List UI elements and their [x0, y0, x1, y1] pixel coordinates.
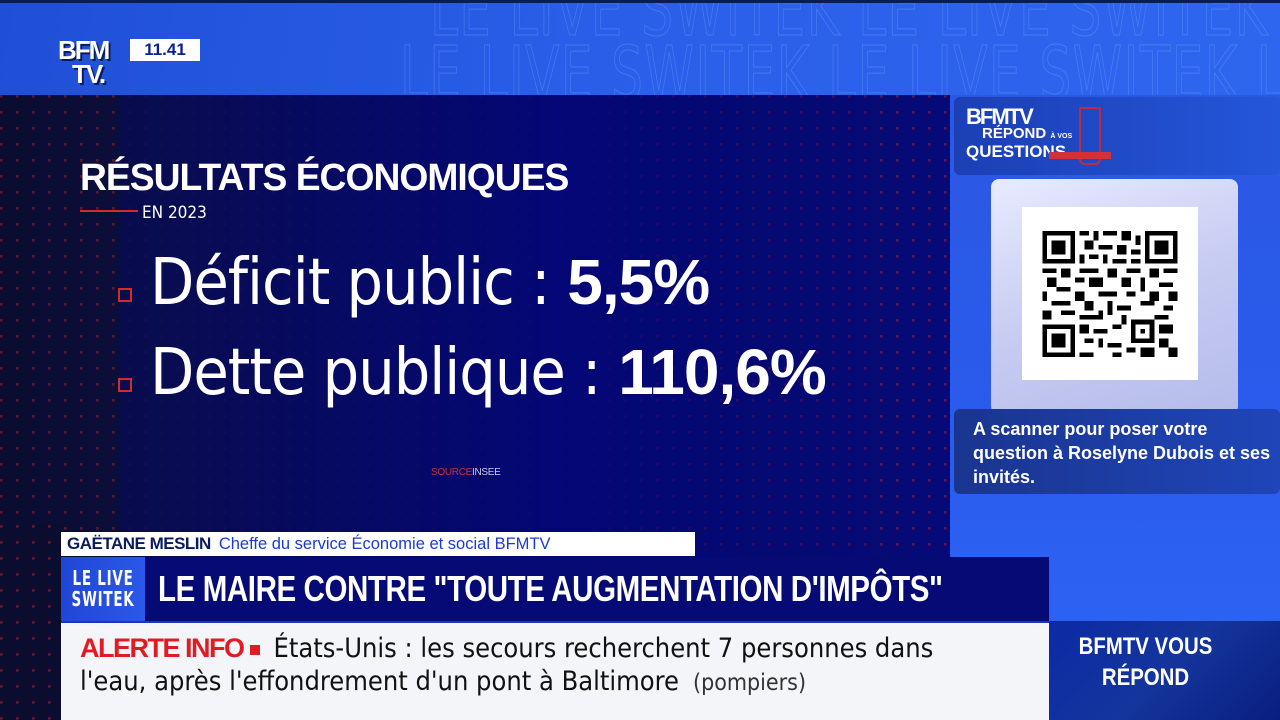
- ticker-text: l'eau, après l'effondrement d'un pont à …: [80, 666, 679, 697]
- left-decor-strip: [0, 525, 61, 720]
- square-icon: [249, 644, 260, 655]
- stat-label: Déficit public :: [150, 246, 550, 320]
- source-credit: SOURCEINSEE: [431, 467, 501, 478]
- stat-label: Dette publique :: [150, 336, 601, 410]
- logo-line3: QUESTIONS: [966, 142, 1067, 161]
- graphic-title: RÉSULTATS ÉCONOMIQUES: [80, 157, 569, 199]
- speaker-name-bar: GAËTANE MESLIN Cheffe du service Économi…: [61, 532, 695, 556]
- clock: 11.41: [130, 39, 200, 61]
- logo-line2: RÉPOND À VOS: [966, 125, 1073, 144]
- speaker-role: Cheffe du service Économie et social BFM…: [218, 534, 551, 553]
- stat-value: 5,5%: [567, 246, 710, 318]
- red-strike-decoration: [1049, 152, 1111, 159]
- qr-caption: A scanner pour poser votre question à Ro…: [954, 409, 1280, 494]
- channel-logo-line1: BFM: [58, 35, 110, 65]
- watermark-text: LE LIVE SWITEK LE LIVE SWITEK LE LIVE SW…: [400, 31, 1280, 96]
- channel-logo-line2: TV.: [72, 59, 106, 89]
- economic-results-graphic: RÉSULTATS ÉCONOMIQUES EN 2023 Déficit pu…: [0, 95, 950, 625]
- headline: LE MAIRE CONTRE "TOUTE AUGMENTATION D'IM…: [158, 568, 943, 609]
- source-label: SOURCE: [431, 467, 472, 478]
- channel-logo: BFM TV.: [58, 35, 110, 89]
- alert-label: ALERTE INFO: [80, 633, 260, 663]
- stat-value: 110,6%: [618, 336, 827, 408]
- speaker-name: GAËTANE MESLIN: [67, 534, 211, 553]
- sidebar-header: BFMTV RÉPOND À VOS QUESTIONS: [954, 97, 1280, 175]
- ticker-line2: l'eau, après l'effondrement d'un pont à …: [80, 666, 806, 697]
- promo-bfmtv-vous-repond: BFMTV VOUS RÉPOND: [1049, 621, 1280, 720]
- alert-label-text: ALERTE INFO: [80, 633, 245, 663]
- ticker-source: (pompiers): [693, 670, 807, 696]
- show-tag-line1: LE LIVE: [72, 566, 134, 590]
- ticker-line1: ALERTE INFO États-Unis : les secours rech…: [80, 633, 933, 664]
- square-bullet-icon: [118, 378, 132, 392]
- exclamation-icon: [1079, 107, 1101, 165]
- logo-repond: RÉPOND: [982, 125, 1047, 142]
- stat-debt: Dette publique : 110,6%: [118, 335, 827, 410]
- show-tag: LE LIVE SWITEK: [61, 557, 146, 621]
- news-ticker: ALERTE INFO États-Unis : les secours rech…: [61, 621, 1049, 720]
- sidebar-questions: BFMTV RÉPOND À VOS QUESTIONS: [950, 95, 1280, 625]
- bfmtv-repond-logo: BFMTV RÉPOND À VOS QUESTIONS: [966, 104, 1073, 161]
- watermark-text: LE LIVE SWITEK LE LIVE SWITEK LE LIVE SW…: [430, 0, 1280, 54]
- ticker-text: États-Unis : les secours recherchent 7 p…: [273, 633, 934, 664]
- headline-bar: LE LIVE SWITEK LE MAIRE CONTRE "TOUTE AU…: [61, 557, 1049, 621]
- logo-small: À VOS: [1050, 133, 1073, 140]
- graphic-subtitle: EN 2023: [142, 203, 207, 223]
- source-value: INSEE: [471, 467, 501, 478]
- promo-line1: BFMTV VOUS: [1078, 633, 1213, 660]
- top-banner: LE LIVE SWITEK LE LIVE SWITEK LE LIVE SW…: [0, 0, 1280, 95]
- square-bullet-icon: [118, 288, 132, 302]
- show-tag-line2: SWITEK: [71, 587, 135, 611]
- stat-deficit: Déficit public : 5,5%: [118, 245, 710, 320]
- qr-code-icon[interactable]: [1022, 207, 1198, 380]
- qr-card: [991, 179, 1238, 414]
- logo-line1: BFMTV: [966, 104, 1034, 129]
- title-underline: [80, 210, 138, 212]
- promo-line2: RÉPOND: [1101, 664, 1190, 691]
